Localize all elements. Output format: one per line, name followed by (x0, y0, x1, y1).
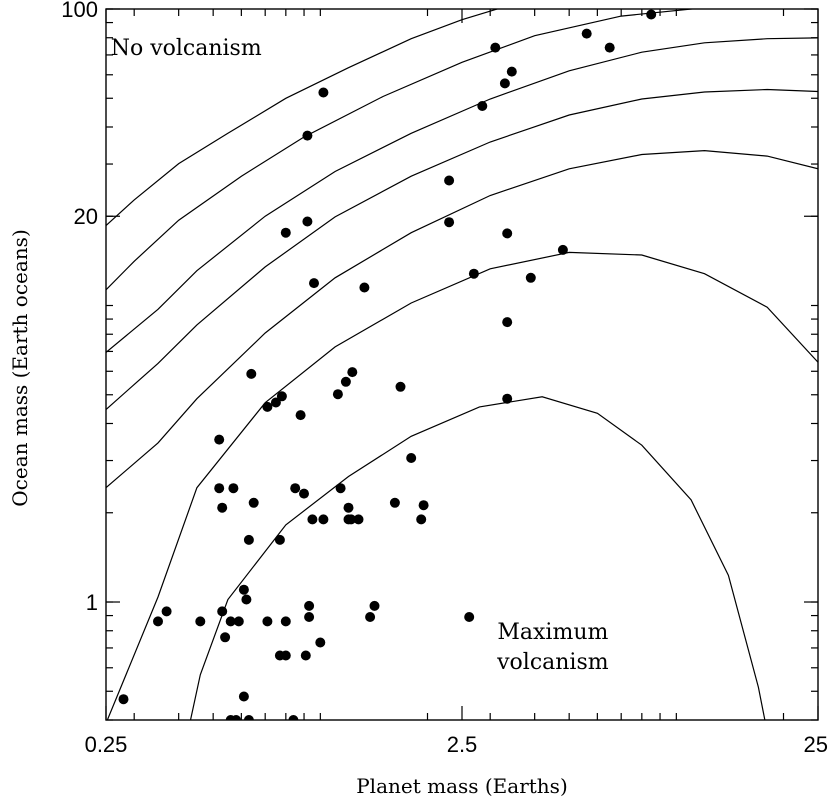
y-axis-title: Ocean mass (Earth oceans) (8, 229, 32, 506)
data-point (502, 393, 513, 404)
data-point (302, 216, 313, 227)
data-point (444, 175, 455, 186)
data-point (217, 502, 228, 513)
data-point (406, 453, 417, 463)
data-point (280, 616, 291, 627)
data-point (274, 534, 285, 545)
data-point (295, 410, 306, 421)
contour-line-1 (106, 9, 500, 227)
data-point (332, 389, 343, 400)
axis-tick-labels: 0.25 2.5 25 1 20 100 (61, 0, 828, 757)
y-tick-label: 20 (74, 204, 98, 229)
data-point (299, 488, 309, 499)
data-point (353, 514, 364, 525)
contour-line-6 (106, 251, 818, 720)
annotation-line: volcanism (496, 650, 609, 675)
data-point (280, 227, 291, 238)
data-point (262, 401, 273, 412)
annotation-line: No volcanism (111, 36, 262, 61)
annotation-maximum-volcanism: Maximum volcanism (496, 620, 609, 675)
data-point (302, 130, 313, 141)
data-point (444, 217, 455, 228)
data-point (506, 66, 517, 77)
data-point (243, 534, 254, 545)
data-point (318, 87, 329, 98)
data-point (477, 101, 488, 111)
data-point (288, 715, 299, 720)
data-point (304, 612, 315, 622)
data-point (214, 483, 225, 494)
data-point (262, 616, 273, 627)
data-point (347, 367, 358, 378)
data-point (153, 616, 163, 627)
data-point (231, 715, 242, 720)
data-point (161, 606, 172, 617)
contour-line-3 (106, 37, 818, 353)
data-point (220, 632, 231, 643)
data-point (525, 272, 536, 283)
data-point (389, 497, 400, 508)
data-point (246, 368, 257, 379)
data-point (214, 434, 225, 445)
data-point (468, 268, 479, 279)
data-point (346, 514, 357, 525)
data-point (416, 514, 427, 525)
data-point (276, 391, 287, 402)
contour-curves (106, 9, 818, 720)
data-point (502, 228, 513, 239)
contour-line-2 (106, 9, 698, 291)
contour-line-7 (189, 396, 766, 720)
annotation-no-volcanism: No volcanism (111, 36, 262, 61)
data-point (315, 637, 326, 648)
data-point (307, 514, 318, 525)
data-point (318, 514, 329, 525)
data-point (195, 616, 206, 627)
data-point (646, 9, 657, 20)
data-point (502, 317, 513, 328)
data-point (118, 694, 129, 705)
data-point (243, 715, 254, 720)
data-point (365, 612, 376, 622)
data-point (418, 500, 429, 511)
data-point (557, 244, 568, 255)
data-point (490, 42, 501, 53)
data-point (581, 28, 592, 39)
data-point (304, 600, 315, 611)
data-point (238, 691, 249, 702)
data-point (290, 483, 301, 494)
data-point (499, 78, 510, 89)
data-point (604, 42, 615, 53)
data-point (280, 650, 291, 661)
contour-line-4 (106, 88, 818, 410)
data-point (228, 483, 239, 494)
data-point (238, 584, 249, 595)
data-point (233, 616, 244, 627)
data-point (270, 397, 281, 408)
data-point (241, 594, 252, 605)
plot-frame (105, 8, 819, 721)
data-point (359, 282, 370, 293)
data-point (217, 606, 228, 617)
annotation-line: Maximum (497, 620, 608, 645)
data-point (343, 502, 354, 513)
x-axis-title: Planet mass (Earths) (356, 774, 568, 798)
data-point (225, 616, 236, 627)
data-point (464, 612, 475, 622)
x-tick-label: 2.5 (447, 732, 478, 757)
axis-ticks (105, 8, 819, 721)
x-tick-label: 0.25 (85, 732, 128, 757)
data-point (300, 650, 311, 661)
data-point (248, 497, 259, 508)
y-tick-label: 100 (61, 0, 98, 22)
y-tick-label: 1 (86, 590, 98, 615)
data-point (309, 278, 319, 289)
scatter-points (118, 9, 657, 720)
data-point (340, 376, 351, 387)
x-tick-label: 25 (804, 732, 828, 757)
data-point (369, 600, 380, 611)
data-point (335, 483, 346, 494)
contour-line-5 (106, 149, 818, 489)
data-point (395, 381, 406, 392)
